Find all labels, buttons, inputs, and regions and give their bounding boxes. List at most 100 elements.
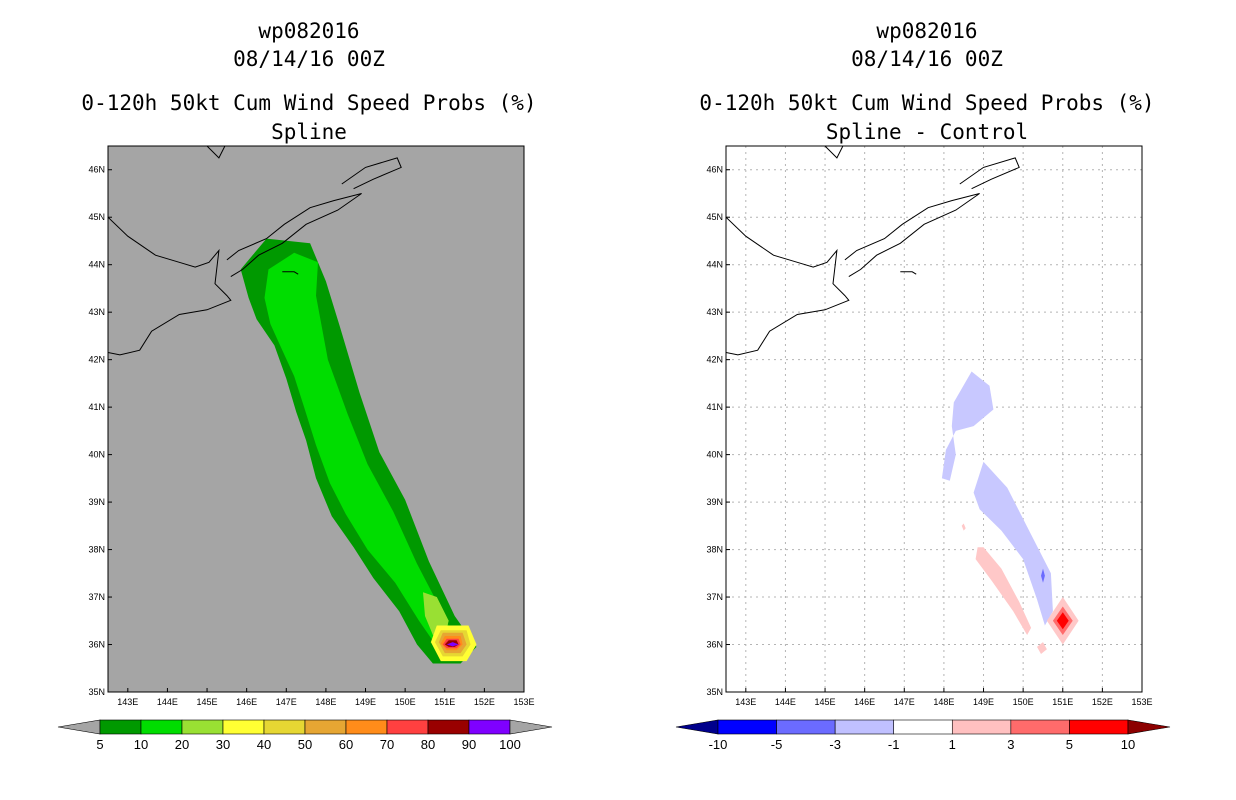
colorbar-label: -10 [709, 737, 728, 752]
left-axis-ticks: 143E 144E 145E 146E 147E 148E 149E 150E 151E 152E… [88, 165, 534, 707]
contour-1to3 [1037, 642, 1047, 654]
colorbar-swatch [427, 719, 470, 735]
colorbar-label: 5 [1066, 737, 1073, 752]
colorbar-swatch [717, 719, 777, 735]
x-tick-label: 148E [315, 697, 336, 707]
right-colorbar: -10 -5 -3 -1 1 3 5 10 [675, 719, 1171, 752]
y-tick-label: 37N [88, 592, 105, 602]
colorbar-label: -3 [829, 737, 841, 752]
y-tick-label: 42N [706, 355, 723, 365]
left-title-product: 0-120h 50kt Cum Wind Speed Probs (%) [81, 91, 536, 115]
y-tick-label: 38N [706, 545, 723, 555]
coastline [726, 216, 850, 356]
colorbar-swatch [951, 719, 1012, 735]
coastline [108, 216, 232, 356]
colorbar-swatch [140, 719, 183, 735]
colorbar-swatch [468, 719, 511, 735]
right-difference-contours [941, 371, 1079, 654]
colorbar-label: 100 [499, 737, 521, 752]
colorbar-swatch [222, 719, 265, 735]
x-tick-label: 145E [197, 697, 218, 707]
left-title-storm: wp082016 [258, 19, 359, 43]
right-map-panel: 143E 144E 145E 146E 147E 148E 149E 150E 151E 152E… [706, 145, 1153, 707]
x-tick-label: 150E [395, 697, 416, 707]
colorbar-label: 50 [298, 737, 312, 752]
colorbar-label: 40 [257, 737, 271, 752]
left-coastlines [108, 146, 402, 356]
right-coastlines [726, 146, 1020, 356]
colorbar-swatch [834, 719, 895, 735]
left-title-date: 08/14/16 00Z [233, 47, 385, 71]
contour-90-100 [446, 642, 459, 647]
left-map-panel: 143E 144E 145E 146E 147E 148E 149E 150E 151E 152E… [88, 145, 535, 707]
x-tick-label: 147E [894, 697, 915, 707]
colorbar-swatch [386, 719, 429, 735]
left-title-subtitle: Spline [271, 120, 347, 144]
x-tick-label: 147E [276, 697, 297, 707]
colorbar-label: 10 [134, 737, 148, 752]
contour--3to-1 [941, 371, 994, 481]
y-tick-label: 40N [706, 450, 723, 460]
colorbar-swatch [99, 719, 142, 735]
y-tick-label: 36N [88, 640, 105, 650]
colorbar-swatch [893, 719, 953, 735]
contour-1to3 [961, 523, 966, 531]
x-tick-label: 152E [474, 697, 495, 707]
colorbar-swatch [181, 719, 224, 735]
left-map-frame [107, 145, 525, 693]
y-tick-label: 41N [706, 402, 723, 412]
x-tick-label: 145E [815, 697, 836, 707]
x-tick-label: 153E [513, 697, 534, 707]
y-tick-label: 39N [88, 497, 105, 507]
colorbar-label: -5 [771, 737, 783, 752]
x-tick-label: 146E [854, 697, 875, 707]
colorbar-label: 60 [339, 737, 353, 752]
colorbar-label: 1 [949, 737, 956, 752]
right-title-storm: wp082016 [876, 19, 977, 43]
colorbar-extend-high [1127, 719, 1171, 735]
y-tick-label: 37N [706, 592, 723, 602]
y-tick-label: 40N [88, 450, 105, 460]
colorbar-swatch [776, 719, 836, 735]
colorbar-extend-low [57, 719, 101, 735]
colorbar-swatch [1069, 719, 1129, 735]
x-tick-label: 148E [933, 697, 954, 707]
colorbar-swatch [345, 719, 388, 735]
x-tick-label: 153E [1131, 697, 1152, 707]
coastline [226, 193, 362, 278]
x-tick-label: 144E [775, 697, 796, 707]
x-tick-label: 151E [1052, 697, 1073, 707]
y-tick-label: 35N [88, 687, 105, 697]
coastline [341, 157, 402, 190]
contour--3to-1 [973, 461, 1053, 626]
colorbar-label: 80 [421, 737, 435, 752]
x-tick-label: 144E [157, 697, 178, 707]
colorbar-label: 20 [175, 737, 189, 752]
y-tick-label: 39N [706, 497, 723, 507]
y-tick-label: 38N [88, 545, 105, 555]
contour-5to10 [1056, 612, 1069, 630]
contour--5to-3 [1041, 568, 1045, 583]
colorbar-label: 3 [1007, 737, 1014, 752]
y-tick-label: 42N [88, 355, 105, 365]
colorbar-label: 5 [96, 737, 103, 752]
x-tick-label: 146E [236, 697, 257, 707]
y-tick-label: 43N [88, 307, 105, 317]
colorbar-swatch [304, 719, 347, 735]
colorbar-extend-low [675, 719, 719, 735]
coastline [282, 271, 299, 275]
right-title-product: 0-120h 50kt Cum Wind Speed Probs (%) [699, 91, 1154, 115]
coastline [824, 146, 844, 159]
y-tick-label: 36N [706, 640, 723, 650]
y-tick-label: 46N [706, 165, 723, 175]
colorbar-extend-high [509, 719, 553, 735]
y-tick-label: 44N [706, 260, 723, 270]
right-map-background [726, 146, 1142, 692]
colorbar-label: 90 [462, 737, 476, 752]
x-tick-label: 149E [973, 697, 994, 707]
y-tick-label: 45N [706, 212, 723, 222]
colorbar-label: 30 [216, 737, 230, 752]
right-title-subtitle: Spline - Control [826, 120, 1028, 144]
colorbar-label: 10 [1121, 737, 1135, 752]
right-axis-ticks: 143E 144E 145E 146E 147E 148E 149E 150E 151E 152E… [706, 165, 1152, 707]
